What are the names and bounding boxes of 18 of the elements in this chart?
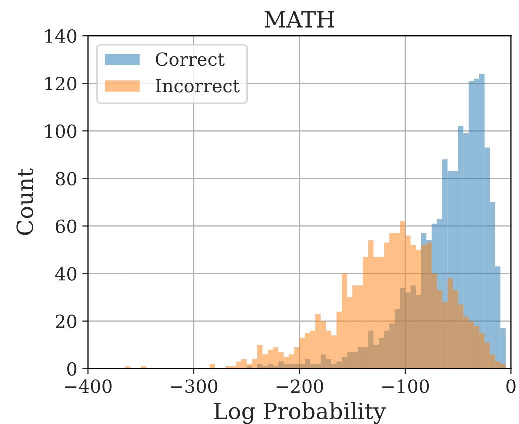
y-tick-label: 60	[56, 220, 77, 234]
y-tick-label: 120	[46, 77, 77, 91]
y-axis-title: Count	[16, 168, 34, 236]
y-tick-label: 80	[56, 172, 77, 186]
y-tick-label: 0	[68, 362, 77, 376]
legend-label: Incorrect	[156, 79, 240, 93]
x-tick-label: −200	[276, 380, 324, 394]
legend-label: Correct	[156, 52, 225, 66]
x-tick-label: −400	[65, 380, 112, 394]
x-tick-label: −100	[382, 380, 430, 394]
y-tick-label: 140	[46, 30, 77, 44]
x-tick-label: −300	[171, 380, 218, 394]
y-tick-label: 40	[55, 267, 77, 281]
chart-title: MATH	[264, 12, 334, 28]
y-tick-label: 20	[56, 314, 77, 328]
y-tick-label: 100	[46, 124, 77, 138]
x-axis-title: Log Probability	[214, 402, 386, 424]
x-tick-label: 0	[506, 380, 516, 394]
